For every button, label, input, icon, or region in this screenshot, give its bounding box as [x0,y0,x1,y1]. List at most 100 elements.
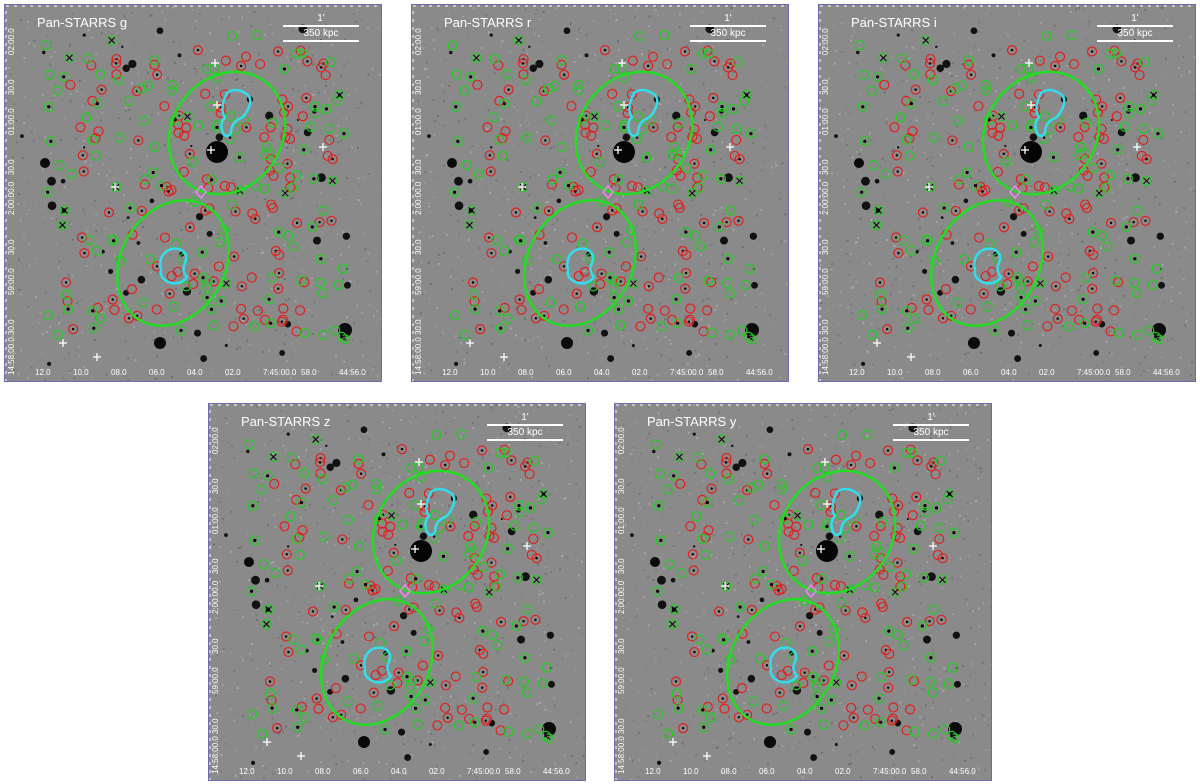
green-marker [329,601,340,613]
green-marker [947,662,958,673]
red-marker [673,199,684,210]
marker-dot [622,125,626,130]
marker-dot [813,608,817,611]
star [838,535,842,538]
marker-dot [276,50,280,53]
marker-cross [669,620,676,628]
marker-dot [454,105,458,109]
marker-cross [265,606,272,613]
star [326,463,334,472]
green-marker [340,482,351,493]
green-marker [465,71,476,82]
marker-dot [315,697,318,700]
green-marker [901,134,912,146]
green-marker [573,85,585,96]
x-tick-label: 08.0 [721,767,737,776]
marker-dot [245,126,248,129]
green-marker [954,174,965,185]
red-marker [514,294,525,305]
red-marker [478,648,489,660]
red-marker [236,60,247,72]
marker-dot [934,506,939,510]
y-tick-label: 30.0 [414,79,423,95]
red-marker [1006,45,1018,56]
marker-dot [915,495,918,499]
green-marker [963,55,974,66]
panel-title: Pan-STARRS z [241,414,331,429]
red-marker [675,170,686,181]
green-marker [187,156,198,167]
star [419,532,428,540]
marker-dot [982,292,985,295]
red-marker [246,272,257,283]
marker-dot [1133,66,1137,69]
marker-dot [1019,295,1023,300]
star [432,535,436,538]
green-marker [858,69,869,80]
green-marker [95,69,106,80]
green-marker [884,561,895,573]
star [137,275,146,284]
green-marker-group [447,30,757,345]
marker-dot [811,675,815,679]
y-tick-label: 14:58:00.0 [7,337,16,375]
y-tick-label: 02:00.0 [414,28,423,55]
green-marker [1080,272,1091,283]
green-marker [487,629,498,640]
red-marker [283,646,294,658]
x-tick-label: 58.0 [1115,368,1131,377]
green-marker [513,234,525,245]
red-marker [65,79,76,90]
red-marker [68,324,79,335]
x-tick-label: 10.0 [480,368,496,377]
green-marker [308,173,319,184]
marker-dot [377,516,381,521]
marker-dot [111,298,114,301]
red-marker [720,457,732,468]
red-marker [1050,281,1061,292]
x-tick-label: 04.0 [797,767,813,776]
red-marker [163,186,174,197]
red-marker [456,704,467,715]
red-marker [653,272,664,283]
bright-star [816,540,838,562]
bright-star [561,337,573,349]
green-marker [655,535,666,546]
marker-cross [880,54,887,62]
red-marker [259,131,270,143]
green-marker [296,497,307,508]
bright-star [1020,141,1042,163]
green-marker [502,313,513,324]
green-marker [902,323,913,334]
marker-dot [514,211,518,214]
green-marker [502,543,513,554]
green-marker [286,452,297,463]
marker-dot [471,696,475,700]
marker-dot [521,62,525,65]
marker-dot [738,157,741,161]
green-marker [895,112,906,123]
red-marker [136,205,147,217]
red-marker [701,305,713,316]
green-marker [1124,108,1135,119]
green-marker [702,497,713,508]
star [535,59,544,69]
star [200,355,208,363]
marker-dot [331,157,334,161]
green-marker [927,687,939,698]
marker-dot [612,295,616,300]
red-marker [273,267,285,279]
red-marker [947,135,958,146]
x-tick-label: 12.0 [239,767,255,776]
red-marker [851,521,862,532]
red-marker [643,60,654,72]
star [952,631,960,639]
marker-dot [438,609,441,612]
y-tick-label: 01:00.0 [821,108,830,135]
cyan-contour [1034,88,1066,138]
green-marker [410,573,421,584]
marker-dot [912,547,916,551]
marker-dot [769,582,774,587]
marker-dot [341,538,344,541]
marker-dot [372,691,375,694]
